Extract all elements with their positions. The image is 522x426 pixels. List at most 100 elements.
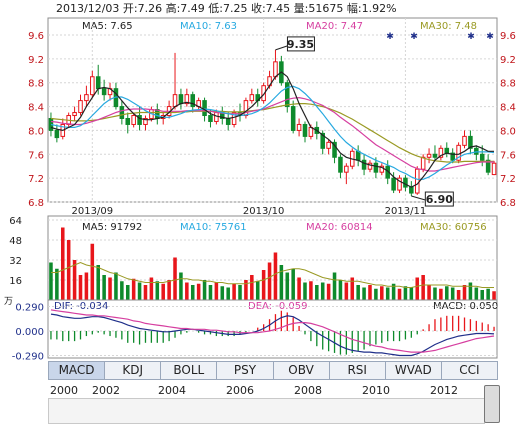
candle	[462, 130, 467, 149]
volume-bar	[214, 282, 219, 300]
candle	[361, 154, 367, 176]
volume-bar	[49, 262, 53, 300]
candle-body	[367, 162, 373, 170]
y-tick-label: 8.8	[500, 79, 516, 90]
event-marker: ✱	[467, 32, 475, 42]
tab-macd[interactable]: MACD	[48, 361, 106, 380]
tab-rsi[interactable]: RSI	[328, 361, 386, 380]
price-panel: MA5: 7.65 MA10: 7.63 MA20: 7.47 MA30: 7.48 9…	[28, 17, 516, 217]
volume-panel: MA5: 91792 MA10: 75761 MA20: 60814 MA30: 60…	[4, 215, 498, 307]
candle	[261, 82, 266, 104]
candle-body	[119, 106, 125, 119]
candle-body	[320, 132, 325, 149]
y-tick-label: 0.290	[15, 303, 44, 314]
low-pointer	[411, 195, 426, 201]
volume-bar	[261, 270, 266, 300]
candle	[485, 154, 491, 176]
candle-body	[231, 112, 237, 125]
candle	[90, 70, 95, 98]
volume-bar	[486, 288, 490, 300]
tab-obv[interactable]: OBV	[272, 361, 330, 380]
candle	[414, 166, 420, 195]
volume-bar	[350, 277, 355, 300]
volume-bar	[55, 268, 59, 300]
dea-line	[50, 309, 495, 353]
tab-psy[interactable]: PSY	[216, 361, 274, 380]
volume-bar	[208, 285, 213, 300]
volume-bar	[220, 286, 225, 300]
volume-ma-line	[51, 261, 494, 288]
candle-body	[426, 153, 432, 158]
candle-body	[72, 112, 77, 117]
volume-bar	[66, 240, 71, 300]
candle	[78, 94, 83, 116]
ma-legend-label: MA20: 7.47	[306, 21, 363, 32]
macd-frame	[47, 299, 498, 359]
candle-body	[95, 76, 101, 90]
volume-bar	[72, 260, 77, 300]
volume-bar	[439, 288, 443, 300]
candle-body	[225, 118, 231, 125]
volume-bar	[179, 272, 183, 300]
volume-bar	[232, 283, 236, 300]
candle-body	[202, 100, 207, 117]
candle	[84, 85, 89, 107]
scroll-handle[interactable]	[484, 385, 500, 423]
candle-body	[302, 123, 308, 137]
tab-cci[interactable]: CCI	[440, 361, 498, 380]
candle-body	[468, 135, 473, 149]
volume-bar	[492, 291, 496, 300]
volume-bar	[344, 282, 349, 300]
ma-legend-label: MA20: 60814	[306, 222, 373, 233]
volume-bar	[415, 277, 420, 300]
ma10-line	[50, 85, 495, 180]
y-tick-label: 32	[9, 256, 22, 267]
ma-legend-label: MA5: 7.65	[82, 21, 133, 32]
candle-body	[243, 100, 249, 117]
candle-body	[296, 123, 302, 131]
x-tick-label: 2013/11	[385, 206, 427, 217]
candle-body	[403, 177, 408, 188]
volume-bar	[244, 280, 248, 300]
volume-bar	[202, 280, 207, 300]
candle-body	[355, 150, 361, 161]
history-scrollbar[interactable]	[48, 398, 485, 424]
candle-body	[131, 115, 136, 125]
volume-bar	[403, 286, 408, 300]
volume-bar	[309, 281, 313, 300]
candle-body	[479, 153, 485, 161]
volume-bar	[427, 285, 431, 300]
year-label: 2004	[158, 384, 186, 397]
candle-body	[450, 152, 455, 161]
candle-body	[491, 162, 497, 176]
candle-body	[308, 126, 314, 137]
candle	[344, 163, 349, 185]
volume-bar	[155, 281, 160, 300]
volume-bar	[326, 283, 331, 300]
candle-body	[101, 88, 107, 96]
year-label: 2012	[430, 384, 458, 397]
volume-bar	[474, 287, 479, 300]
tab-boll[interactable]: BOLL	[160, 361, 218, 380]
volume-bar	[433, 287, 437, 300]
volume-bar	[60, 227, 65, 300]
volume-bar	[226, 287, 230, 300]
volume-bar	[397, 288, 402, 300]
candle-body	[178, 94, 184, 105]
candle-body	[420, 156, 426, 170]
volume-bar	[303, 282, 307, 300]
volume-bar	[279, 265, 284, 300]
candle	[101, 79, 107, 101]
tab-kdj[interactable]: KDJ	[104, 361, 162, 380]
tab-wvad[interactable]: WVAD	[384, 361, 442, 380]
y-tick-label: 9.6	[500, 31, 516, 42]
candle-body	[78, 100, 83, 114]
candle-body	[143, 118, 148, 125]
volume-bar	[320, 282, 325, 300]
year-label: 2000	[50, 384, 78, 397]
candle-body	[137, 115, 142, 125]
volume-bar	[78, 275, 83, 300]
ma-legend-label: MA10: 7.63	[180, 21, 237, 32]
candle	[231, 109, 237, 128]
